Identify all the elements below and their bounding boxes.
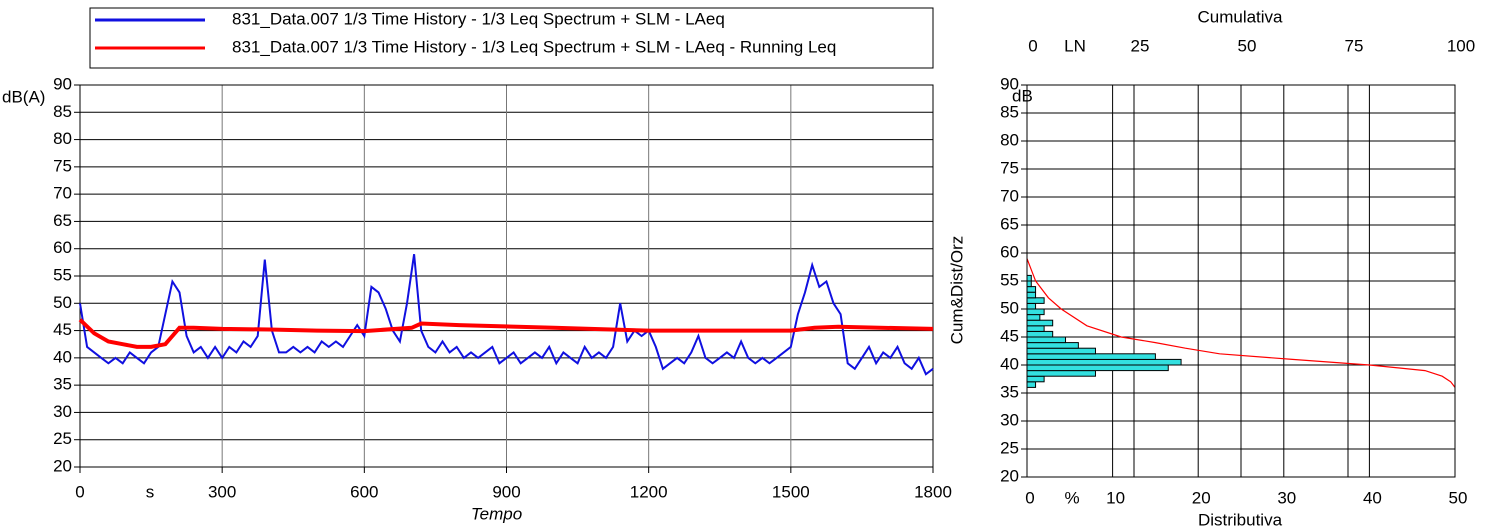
- histogram-bar: [1026, 353, 1156, 360]
- y-tick-label: 30: [53, 402, 72, 421]
- x-unit: s: [146, 482, 155, 501]
- plot-frame: [1026, 84, 1456, 478]
- histogram-bar: [1026, 336, 1067, 344]
- x-tick-label: 50: [1449, 488, 1468, 507]
- y-tick-label: 60: [1000, 242, 1019, 261]
- histogram-bar: [1026, 330, 1054, 338]
- histogram-bar: [1026, 291, 1037, 299]
- x2-unit: LN: [1064, 36, 1086, 55]
- y-tick-label: 65: [1000, 214, 1019, 233]
- legend-box: [89, 7, 934, 69]
- histogram-bar: [1026, 325, 1045, 332]
- x2-tick-label: 100: [1447, 36, 1475, 55]
- y-tick-label: 30: [1000, 410, 1019, 429]
- y-unit: dB(A): [2, 87, 45, 106]
- x-axis-label: Distributiva: [1198, 510, 1283, 529]
- data-line: [78, 318, 934, 349]
- x-tick-label: 300: [208, 482, 236, 501]
- y-tick-label: 35: [1000, 382, 1019, 401]
- y-tick-label: 55: [1000, 270, 1019, 289]
- legend-label: 831_Data.007 1/3 Time History - 1/3 Leq …: [232, 37, 836, 56]
- x2-axis-label: Cumulativa: [1197, 7, 1283, 26]
- y-tick-label: 75: [53, 156, 72, 175]
- x-tick-label: 20: [1192, 488, 1211, 507]
- x-tick-label: 900: [492, 482, 520, 501]
- legend-label: 831_Data.007 1/3 Time History - 1/3 Leq …: [232, 9, 725, 28]
- x-axis-label: Tempo: [471, 504, 522, 523]
- y-tick-label: 60: [53, 238, 72, 257]
- y-tick-label: 40: [53, 347, 72, 366]
- y-tick-label: 85: [1000, 102, 1019, 121]
- histogram-bar: [1026, 370, 1096, 377]
- x-unit: %: [1064, 488, 1079, 507]
- histogram-bar: [1026, 308, 1045, 316]
- y-tick-label: 85: [53, 102, 72, 121]
- y-tick-label: 35: [53, 375, 72, 394]
- x2-tick-label: 0: [1028, 36, 1037, 55]
- y-tick-label: 70: [1000, 186, 1019, 205]
- x-tick-label: 1500: [772, 482, 810, 501]
- y-tick-label: 65: [53, 211, 72, 230]
- plot-frame: [79, 84, 934, 468]
- y-tick-label: 55: [53, 265, 72, 284]
- histogram-bar: [1026, 381, 1037, 388]
- histogram-bar: [1026, 375, 1045, 383]
- y-tick-label: 45: [53, 320, 72, 339]
- x-tick-label: 30: [1277, 488, 1296, 507]
- y-tick-label: 20: [1000, 466, 1019, 485]
- x-tick-label: 1200: [630, 482, 668, 501]
- x-tick-label: 0: [1025, 488, 1034, 507]
- x2-tick-label: 50: [1238, 36, 1257, 55]
- histogram-bar: [1026, 302, 1037, 310]
- y-tick-label: 25: [53, 429, 72, 448]
- x-tick-label: 1800: [914, 482, 952, 501]
- y-tick-label: 45: [1000, 326, 1019, 345]
- x-tick-label: 10: [1106, 488, 1125, 507]
- histogram-bar: [1026, 364, 1169, 372]
- x-tick-label: 40: [1363, 488, 1382, 507]
- y-tick-label: 20: [53, 456, 72, 475]
- histogram-bar: [1026, 358, 1182, 366]
- y-tick-label: 50: [53, 293, 72, 312]
- histogram-bar: [1026, 274, 1032, 282]
- y-tick-label: 25: [1000, 438, 1019, 457]
- y-axis-label: Cum&Dist/Orz: [947, 236, 966, 345]
- y-tick-label: 90: [53, 74, 72, 93]
- y-tick-label: 90: [1000, 74, 1019, 93]
- histogram-bar: [1026, 342, 1079, 349]
- histogram-bar: [1026, 280, 1032, 288]
- y-tick-label: 80: [1000, 130, 1019, 149]
- histogram-bar: [1026, 314, 1041, 321]
- y-tick-label: 80: [53, 129, 72, 148]
- histogram-bar: [1026, 319, 1054, 327]
- x2-tick-label: 25: [1131, 36, 1150, 55]
- x2-tick-label: 75: [1345, 36, 1364, 55]
- y-tick-label: 75: [1000, 158, 1019, 177]
- y-tick-label: 70: [53, 184, 72, 203]
- histogram-bar: [1026, 347, 1096, 355]
- y-unit: dB: [1012, 86, 1033, 105]
- x-tick-label: 600: [350, 482, 378, 501]
- histogram-bar: [1026, 286, 1037, 293]
- cumulative-line: [1026, 258, 1456, 388]
- y-tick-label: 50: [1000, 298, 1019, 317]
- x-tick-label: 0: [75, 482, 84, 501]
- data-line: [79, 254, 934, 376]
- histogram-bar: [1026, 297, 1045, 304]
- y-tick-label: 40: [1000, 354, 1019, 373]
